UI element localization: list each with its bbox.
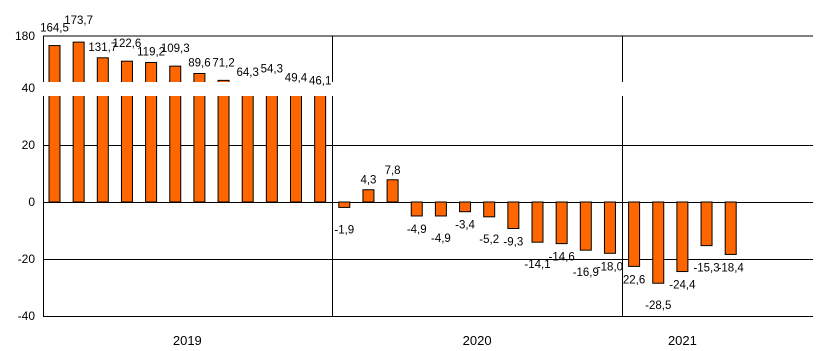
y-tick-label: -40 bbox=[18, 309, 36, 323]
data-label: 131,7 bbox=[88, 42, 117, 54]
bar bbox=[579, 201, 592, 251]
bar bbox=[241, 82, 254, 203]
bar bbox=[120, 60, 133, 203]
bar bbox=[265, 86, 278, 203]
bar bbox=[290, 87, 302, 203]
bar bbox=[676, 201, 689, 273]
y-tick-label: 40 bbox=[22, 81, 36, 95]
data-label: -28,5 bbox=[645, 300, 671, 312]
data-label: 119,2 bbox=[137, 46, 165, 58]
bar bbox=[96, 57, 109, 203]
bar bbox=[531, 201, 544, 243]
bar bbox=[724, 201, 737, 255]
data-label: 122,6 bbox=[113, 38, 142, 50]
bar bbox=[483, 201, 496, 218]
y-tick-label: -20 bbox=[18, 252, 36, 266]
data-label: -15,3 bbox=[693, 263, 719, 275]
data-label: 89,6 bbox=[188, 57, 210, 69]
bar bbox=[72, 41, 85, 203]
x-group-label: 2019 bbox=[173, 333, 202, 346]
data-label: -1,9 bbox=[334, 224, 354, 236]
data-label: -24,4 bbox=[669, 280, 696, 292]
bar bbox=[507, 201, 520, 230]
data-label: -14,1 bbox=[524, 259, 550, 271]
axis-break bbox=[37, 82, 817, 96]
y-tick-label: 20 bbox=[22, 138, 36, 152]
data-label: -18,0 bbox=[597, 261, 623, 273]
bar bbox=[314, 89, 327, 203]
y-tick-label: 0 bbox=[28, 195, 35, 209]
data-label: 7,8 bbox=[385, 165, 401, 177]
bar bbox=[410, 201, 423, 217]
bar bbox=[145, 61, 158, 203]
x-group-label: 2021 bbox=[668, 333, 697, 346]
y-tick-label: 180 bbox=[15, 29, 35, 43]
x-group-label: 2020 bbox=[463, 333, 492, 346]
bar bbox=[459, 201, 472, 213]
data-label: 71,2 bbox=[212, 57, 234, 69]
data-label: 22,6 bbox=[623, 274, 645, 286]
data-label: 46,1 bbox=[309, 76, 331, 88]
bar bbox=[628, 201, 641, 267]
data-label: 173,7 bbox=[64, 15, 93, 27]
data-label: -5,2 bbox=[479, 234, 499, 246]
bar bbox=[169, 65, 182, 203]
bar bbox=[386, 179, 399, 203]
data-label: -9,3 bbox=[503, 237, 523, 249]
bar bbox=[652, 201, 665, 284]
data-label: 64,3 bbox=[237, 67, 259, 79]
data-label: 109,3 bbox=[161, 43, 190, 55]
data-label: -4,9 bbox=[431, 233, 451, 245]
data-label: 54,3 bbox=[261, 64, 283, 76]
bar bbox=[338, 201, 351, 208]
data-label: -4,9 bbox=[407, 224, 427, 236]
bar bbox=[700, 201, 713, 247]
bar bbox=[217, 79, 230, 203]
data-label: 164,5 bbox=[40, 23, 69, 35]
bar bbox=[193, 72, 206, 203]
data-label: -16,9 bbox=[573, 267, 599, 279]
bar bbox=[362, 189, 375, 203]
data-label: -14,6 bbox=[549, 252, 575, 264]
axes: -40 -20 0 20 40 180 2019 2020 2021 bbox=[15, 29, 697, 348]
bar bbox=[555, 201, 568, 245]
bar bbox=[434, 201, 447, 217]
data-label: 49,4 bbox=[285, 72, 308, 84]
data-label: -3,4 bbox=[455, 220, 475, 232]
bar bbox=[48, 45, 61, 203]
data-label: 4,3 bbox=[360, 175, 376, 187]
bars bbox=[37, 41, 817, 284]
bar bbox=[603, 201, 616, 254]
data-label: -18,4 bbox=[718, 262, 745, 274]
